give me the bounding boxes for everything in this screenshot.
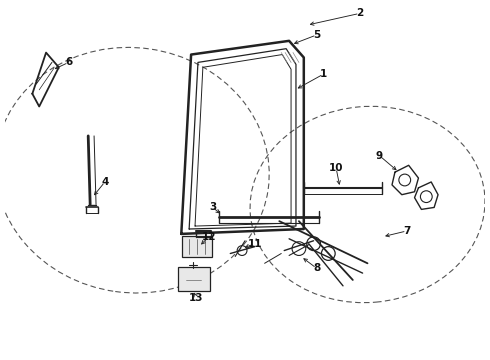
Text: 2: 2	[356, 8, 363, 18]
Text: 12: 12	[201, 232, 216, 242]
Text: 9: 9	[376, 150, 383, 161]
FancyBboxPatch shape	[182, 236, 212, 257]
Text: 10: 10	[329, 163, 343, 173]
FancyBboxPatch shape	[178, 267, 210, 291]
Text: 3: 3	[209, 202, 216, 212]
Text: 7: 7	[403, 226, 411, 236]
Text: 8: 8	[313, 263, 320, 273]
Text: 11: 11	[247, 239, 262, 249]
Text: 6: 6	[65, 57, 72, 67]
Text: 5: 5	[313, 30, 320, 40]
Text: 1: 1	[320, 69, 327, 79]
Text: 13: 13	[189, 293, 203, 303]
Text: 4: 4	[101, 177, 109, 187]
